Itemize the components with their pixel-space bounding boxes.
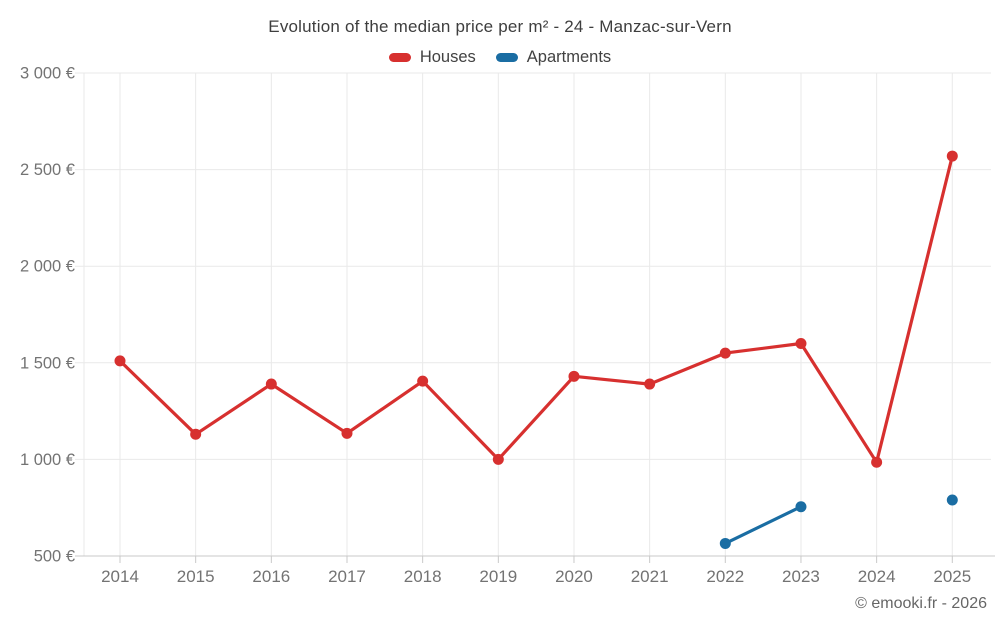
x-tick-label: 2020 — [555, 567, 593, 586]
houses-point[interactable] — [568, 370, 580, 382]
legend-item-houses[interactable]: Houses — [388, 47, 476, 67]
y-tick-label: 2 500 € — [20, 161, 75, 179]
x-tick-label: 2021 — [631, 567, 669, 586]
x-tick-label: 2025 — [933, 567, 971, 586]
x-tick-label: 2018 — [404, 567, 442, 586]
legend-label-houses: Houses — [419, 47, 476, 66]
apartments-point[interactable] — [946, 494, 958, 506]
houses-point[interactable] — [114, 355, 126, 367]
apartments-line — [725, 500, 952, 543]
x-tick-label: 2014 — [101, 567, 139, 586]
houses-point[interactable] — [871, 456, 883, 468]
x-tick-label: 2024 — [858, 567, 896, 586]
y-tick-label: 3 000 € — [20, 65, 75, 83]
y-tick-label: 500 € — [34, 548, 75, 566]
houses-line — [118, 154, 954, 464]
legend: Houses Apartments — [0, 46, 1000, 68]
x-tick-label: 2023 — [782, 567, 820, 586]
houses-point[interactable] — [795, 337, 807, 349]
legend-swatch-apartments-icon — [495, 52, 518, 62]
houses-point[interactable] — [946, 150, 958, 162]
legend-swatch-houses-icon — [388, 52, 411, 62]
x-tick-label: 2017 — [328, 567, 366, 586]
apartments-point[interactable] — [719, 537, 731, 549]
houses-point[interactable] — [492, 453, 504, 465]
houses-point[interactable] — [644, 378, 656, 390]
legend-item-apartments[interactable]: Apartments — [495, 47, 612, 67]
x-tick-label: 2015 — [177, 567, 215, 586]
houses-point[interactable] — [417, 375, 429, 387]
x-tick-label: 2019 — [479, 567, 517, 586]
x-tick-label: 2022 — [706, 567, 744, 586]
y-tick-label: 1 000 € — [20, 451, 75, 469]
houses-point[interactable] — [265, 378, 277, 390]
houses-point[interactable] — [719, 347, 731, 359]
legend-label-apartments: Apartments — [526, 47, 612, 66]
houses-point[interactable] — [190, 428, 202, 440]
houses-point[interactable] — [341, 427, 353, 439]
x-tick-label: 2016 — [252, 567, 290, 586]
y-tick-label: 2 000 € — [20, 258, 75, 276]
chart-title: Evolution of the median price per m² - 2… — [268, 17, 732, 36]
apartments-point[interactable] — [795, 501, 807, 513]
y-tick-label: 1 500 € — [20, 354, 75, 372]
copyright: © emooki.fr - 2026 — [855, 595, 987, 612]
